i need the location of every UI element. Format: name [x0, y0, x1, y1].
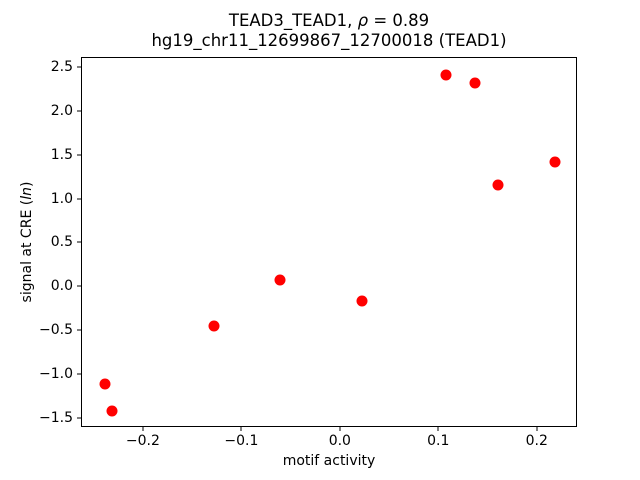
- data-point: [208, 320, 220, 332]
- title-gene-pair: TEAD3_TEAD1,: [228, 11, 358, 30]
- y-tick-label: 1.5: [50, 146, 73, 163]
- data-point: [549, 156, 561, 168]
- y-tick-mark: [77, 373, 81, 375]
- x-tick-mark: [339, 427, 341, 431]
- y-axis-label: signal at CRE (ln): [19, 181, 35, 303]
- y-tick-label: −1.5: [39, 410, 73, 427]
- y-tick-mark: [77, 417, 81, 419]
- y-tick-label: −0.5: [39, 322, 73, 339]
- x-tick-label: 0.2: [525, 433, 548, 449]
- chart-title-line1: TEAD3_TEAD1, ρ = 0.89: [81, 11, 577, 31]
- data-point: [274, 274, 286, 286]
- x-tick-label: 0.0: [328, 433, 351, 449]
- y-tick-label: −1.0: [39, 366, 73, 383]
- plot-area: [81, 57, 577, 427]
- data-point: [492, 179, 504, 191]
- rho-symbol: ρ: [357, 11, 369, 30]
- x-tick-mark: [240, 427, 242, 431]
- y-tick-mark: [77, 285, 81, 287]
- y-tick-mark: [77, 241, 81, 243]
- y-tick-mark: [77, 110, 81, 112]
- x-tick-mark: [142, 427, 144, 431]
- y-tick-mark: [77, 198, 81, 200]
- y-tick-label: 0.5: [50, 234, 73, 251]
- chart-title: TEAD3_TEAD1, ρ = 0.89 hg19_chr11_1269986…: [81, 11, 577, 51]
- y-tick-label: 2.0: [50, 102, 73, 119]
- y-tick-label: 0.0: [50, 278, 73, 295]
- y-tick-mark: [77, 154, 81, 156]
- data-point: [99, 378, 111, 390]
- x-tick-label: −0.1: [224, 433, 259, 449]
- data-point: [469, 77, 481, 89]
- title-rho-value: = 0.89: [368, 11, 430, 30]
- x-tick-mark: [536, 427, 538, 431]
- y-tick-mark: [77, 329, 81, 331]
- x-axis-label: motif activity: [282, 453, 376, 469]
- data-point: [356, 295, 368, 307]
- x-tick-mark: [437, 427, 439, 431]
- data-point: [440, 69, 452, 81]
- x-tick-label: 0.1: [427, 433, 450, 449]
- data-point: [106, 405, 118, 417]
- y-tick-mark: [77, 66, 81, 68]
- chart-title-line2: hg19_chr11_12699867_12700018 (TEAD1): [151, 31, 507, 50]
- y-tick-label: 2.5: [50, 58, 73, 75]
- x-tick-label: −0.2: [125, 433, 160, 449]
- y-tick-label: 1.0: [50, 190, 73, 207]
